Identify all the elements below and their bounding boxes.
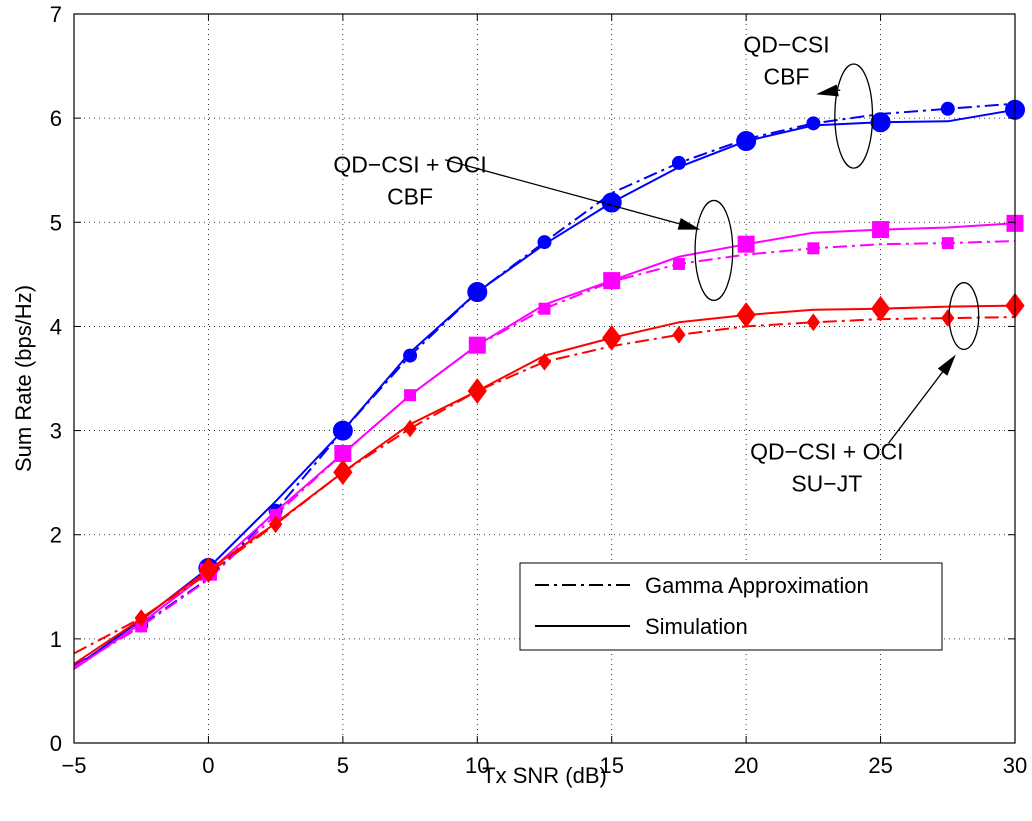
series-line-qd-csi-oci-su-jt-simulation [73,304,1016,665]
data-point-qd-csi-oci-cbf-gamma-approximation [672,257,685,270]
data-point-qd-csi-oci-cbf-gamma-approximation [941,237,954,250]
y-axis-label: Sum Rate (bps/Hz) [11,285,36,472]
data-point-qd-csi-oci-cbf-simulation [872,221,890,239]
data-point-qd-csi-oci-su-jt-simulation [467,378,487,404]
y-tick-label: 1 [50,627,62,652]
y-tick-label: 6 [50,106,62,131]
data-point-qd-csi-oci-cbf-simulation [334,444,352,462]
annotation-ellipse [834,63,874,169]
annotation-label: QD−CSI [743,32,829,58]
annotation-arrow-shaft [444,159,680,225]
y-tick-label: 5 [50,210,62,235]
y-tick-label: 2 [50,523,62,548]
annotation-2: QD−CSI + OCI SU−JT [750,282,980,497]
data-point-qd-csi-oci-cbf-gamma-approximation [807,242,820,255]
data-point-qd-csi-oci-su-jt-simulation [870,295,891,322]
data-point-qd-csi-oci-cbf-simulation [603,272,621,290]
annotation-label: CBF [763,64,809,90]
legend: Gamma Approximation Simulation [519,562,943,651]
x-tick-label: 30 [1003,753,1027,778]
y-tick-label: 4 [50,314,62,339]
y-tick-label: 3 [50,419,62,444]
data-point-qd-csi-cbf-simulation [467,282,488,303]
data-point-qd-csi-oci-su-jt-simulation [602,325,622,351]
x-tick-label: 5 [337,753,349,778]
x-tick-label: 25 [868,753,892,778]
data-point-qd-csi-oci-cbf-simulation [737,235,755,253]
data-point-qd-csi-oci-su-jt-simulation [333,459,353,486]
legend-box [519,562,943,651]
series-qd-csi-oci-cbf-simulation [73,214,1024,670]
y-tick-label: 7 [50,2,62,27]
data-point-qd-csi-oci-su-jt-simulation [736,302,756,328]
x-tick-label: −5 [61,753,86,778]
series-layer [73,99,1025,670]
legend-label-simulation: Simulation [645,614,748,639]
series-qd-csi-oci-su-jt-simulation [73,292,1025,665]
data-point-qd-csi-cbf-gamma-approximation [403,348,418,363]
axes-box [73,13,1016,744]
series-line-qd-csi-cbf-gamma-approximation [73,102,1016,667]
data-point-qd-csi-cbf-gamma-approximation [806,116,821,131]
data-point-qd-csi-oci-su-jt-gamma-approximation [672,325,686,344]
annotation-label: QD−CSI + OCI [750,439,903,465]
data-point-qd-csi-oci-su-jt-gamma-approximation [403,419,417,438]
y-tick-label: 0 [50,731,62,756]
legend-label-gamma-approximation: Gamma Approximation [645,573,869,598]
series-line-qd-csi-oci-su-jt-gamma-approximation [73,316,1016,655]
annotation-ellipse [948,282,980,350]
annotation-ellipse [694,199,734,302]
data-point-qd-csi-oci-su-jt-gamma-approximation [941,309,955,327]
annotation-arrowhead [816,84,839,97]
series-line-qd-csi-oci-cbf-simulation [73,222,1016,670]
x-tick-label: 15 [599,753,623,778]
data-point-qd-csi-cbf-gamma-approximation [940,101,955,116]
x-tick-label: 0 [202,753,214,778]
annotation-label: CBF [387,183,433,209]
annotation-label: SU−JT [791,471,862,497]
annotation-0: QD−CSI CBF [743,32,874,169]
data-point-qd-csi-oci-cbf-simulation [468,336,486,354]
x-tick-label: 10 [465,753,489,778]
data-point-qd-csi-oci-su-jt-gamma-approximation [806,313,820,332]
annotation-arrow-shaft [888,371,944,444]
annotation-arrowhead [677,217,701,230]
x-axis-label: Tx SNR (dB) [482,763,607,788]
annotation-arrowhead [937,354,956,376]
data-point-qd-csi-cbf-simulation [870,112,891,133]
series-line-qd-csi-cbf-simulation [73,108,1016,669]
data-point-qd-csi-cbf-simulation [601,192,622,213]
data-point-qd-csi-oci-su-jt-simulation [198,557,219,583]
data-point-qd-csi-cbf-simulation [332,420,353,441]
data-point-qd-csi-cbf-simulation [736,131,757,152]
x-tick-label: 20 [734,753,758,778]
